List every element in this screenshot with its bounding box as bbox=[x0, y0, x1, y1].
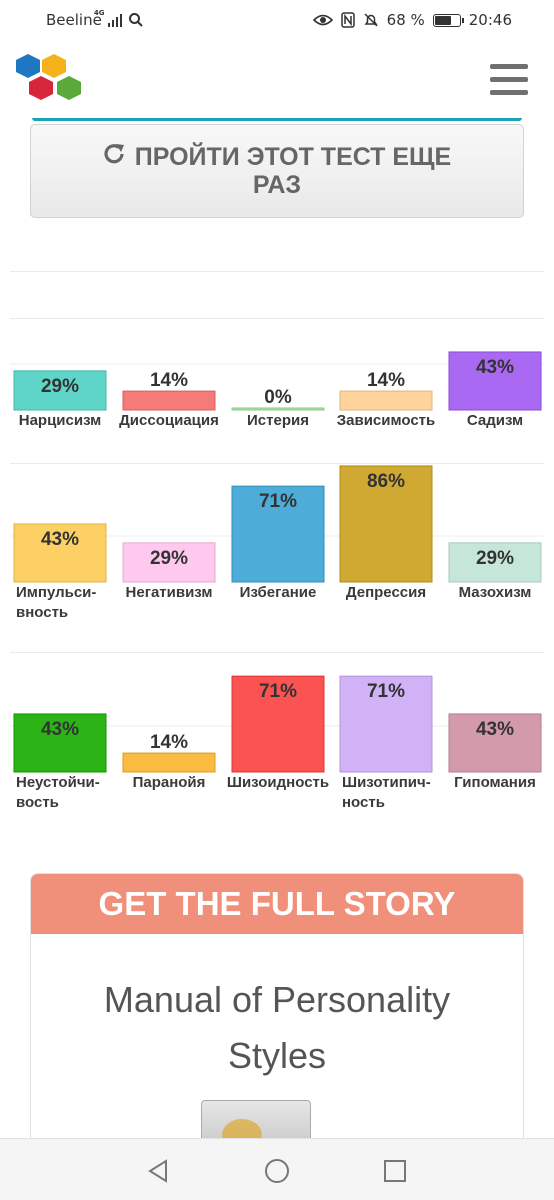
bar-group: 14% bbox=[122, 732, 216, 773]
bar bbox=[231, 675, 325, 773]
refresh-icon bbox=[104, 144, 124, 164]
bar-value-label: 14% bbox=[367, 370, 405, 391]
divider bbox=[10, 652, 544, 653]
bar bbox=[13, 713, 107, 773]
hamburger-menu-icon[interactable] bbox=[490, 64, 528, 96]
system-nav-bar bbox=[0, 1138, 554, 1200]
retake-test-button[interactable]: ПРОЙТИ ЭТОТ ТЕСТ ЕЩЕ РАЗ bbox=[30, 124, 524, 218]
bar-group: 14% bbox=[122, 370, 216, 411]
bar-value-label: 71% bbox=[259, 681, 297, 702]
bar bbox=[448, 542, 542, 583]
muted-bell-icon bbox=[364, 13, 378, 27]
bar-group: 43% bbox=[13, 713, 107, 773]
promo-banner[interactable]: GET THE FULL STORY bbox=[31, 874, 523, 934]
bar-group: 29% bbox=[122, 542, 216, 583]
divider bbox=[10, 463, 544, 464]
bar bbox=[448, 351, 542, 411]
category-label: Нарцисизм bbox=[18, 412, 102, 429]
bar-value-label: 29% bbox=[150, 548, 188, 569]
battery-icon bbox=[432, 13, 464, 27]
category-label: Избегание bbox=[239, 584, 317, 601]
bar-value-label: 0% bbox=[264, 387, 292, 408]
bar-group: 71% bbox=[231, 675, 325, 773]
bar-value-label: 71% bbox=[259, 491, 297, 512]
bar-group: 43% bbox=[448, 713, 542, 773]
promo-card[interactable]: GET THE FULL STORY Manual of Personality… bbox=[30, 873, 524, 1163]
category-label: Садизм bbox=[466, 412, 524, 429]
bar-value-label: 14% bbox=[150, 370, 188, 391]
bar-value-label: 43% bbox=[41, 529, 79, 550]
bar-value-label: 29% bbox=[41, 376, 79, 397]
category-label: Негативизм bbox=[125, 584, 213, 601]
battery-fill bbox=[434, 15, 452, 25]
divider bbox=[10, 318, 544, 319]
search-icon bbox=[128, 13, 143, 27]
category-label: Паранойя bbox=[132, 774, 206, 791]
home-circle-icon[interactable] bbox=[262, 1156, 292, 1186]
category-label: Диссоциация bbox=[119, 412, 219, 429]
signal-icon: 4G bbox=[94, 9, 122, 27]
recents-square-icon[interactable] bbox=[380, 1156, 410, 1186]
retake-label: ПРОЙТИ ЭТОТ ТЕСТ ЕЩЕ РАЗ bbox=[134, 143, 452, 199]
category-label: Шизотипич-ность bbox=[342, 774, 431, 811]
chart-svg: 43% 29% 71% 86% 29% bbox=[10, 465, 544, 583]
category-label: Неустойчи-вость bbox=[16, 774, 100, 811]
network-type: 4G bbox=[93, 9, 105, 17]
battery-percent: 68 % bbox=[386, 11, 425, 29]
bar-group: 43% bbox=[448, 351, 542, 411]
category-label: Мазохизм bbox=[458, 584, 532, 601]
bar bbox=[448, 713, 542, 773]
bar-value-label: 43% bbox=[41, 719, 79, 740]
eye-icon bbox=[312, 14, 333, 26]
hexagon-cluster-logo[interactable] bbox=[14, 52, 86, 108]
status-left: Beeline 4G bbox=[46, 9, 144, 29]
bar-group: 71% bbox=[231, 485, 325, 583]
status-bar: Beeline 4G 68 % 20:46 bbox=[0, 0, 554, 42]
status-right: 68 % 20:46 bbox=[312, 11, 512, 29]
category-label: Истерия bbox=[247, 412, 309, 429]
bar bbox=[339, 390, 433, 411]
site-header bbox=[0, 42, 554, 122]
bar-group: 71% bbox=[339, 675, 433, 773]
clock: 20:46 bbox=[468, 11, 512, 29]
category-label: Шизоидность bbox=[226, 774, 330, 791]
bar bbox=[339, 465, 433, 583]
chart-svg: 43% 14% 71% 71% 43% bbox=[10, 675, 544, 773]
divider bbox=[10, 271, 544, 272]
header-divider bbox=[32, 118, 522, 121]
bar-value-label: 14% bbox=[150, 732, 188, 753]
chart-svg: 29% 14% 0% 14% 43% bbox=[10, 351, 544, 411]
bar bbox=[122, 542, 216, 583]
bar-group: 0% bbox=[231, 387, 325, 411]
bar-value-label: 29% bbox=[476, 548, 514, 569]
bar bbox=[231, 407, 325, 411]
bar bbox=[122, 390, 216, 411]
bar bbox=[13, 523, 107, 583]
bar-value-label: 86% bbox=[367, 471, 405, 492]
bar bbox=[231, 485, 325, 583]
bar-group: 43% bbox=[13, 523, 107, 583]
bar-chart-3: 43% 14% 71% 71% 43% Неустойчи-вость Паранойя Ши… bbox=[0, 675, 554, 811]
carrier-name: Beeline bbox=[46, 11, 102, 29]
bar-group: 29% bbox=[13, 370, 107, 411]
category-label: Зависимость bbox=[336, 412, 436, 429]
category-label: Депрессия bbox=[345, 584, 427, 601]
category-label: Гипомания bbox=[454, 774, 536, 791]
bar-chart-1: 29% 14% 0% 14% 43% Нарцисизм Диссоциация Истери… bbox=[0, 319, 554, 429]
nfc-icon bbox=[340, 12, 355, 28]
bar bbox=[339, 675, 433, 773]
bar bbox=[122, 752, 216, 773]
bar-value-label: 43% bbox=[476, 719, 514, 740]
bar-chart-2: 43% 29% 71% 86% 29% Импульси-вность Негативизм… bbox=[0, 465, 554, 621]
promo-title[interactable]: Manual of Personality Styles bbox=[103, 979, 451, 1076]
bar-group: 14% bbox=[339, 370, 433, 411]
category-label: Импульси-вность bbox=[16, 584, 97, 621]
bar-value-label: 43% bbox=[476, 357, 514, 378]
bar-group: 86% bbox=[339, 465, 433, 583]
bar-value-label: 71% bbox=[367, 681, 405, 702]
bar bbox=[13, 370, 107, 411]
back-triangle-icon[interactable] bbox=[144, 1156, 174, 1186]
bar-group: 29% bbox=[448, 542, 542, 583]
